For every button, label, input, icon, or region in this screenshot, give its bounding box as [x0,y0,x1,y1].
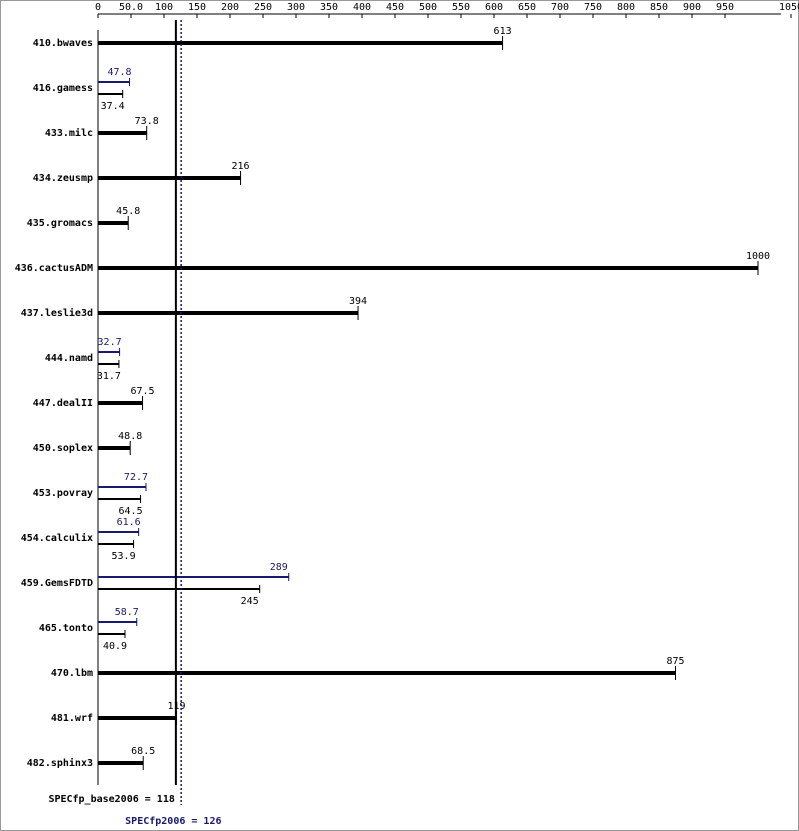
category-label: 444.namd [45,353,93,364]
x-tick-label: 650 [518,2,536,13]
x-tick-label: 500 [419,2,437,13]
category-label: 416.gamess [33,83,93,94]
value-label: 45.8 [116,206,140,217]
x-tick-label: 600 [485,2,503,13]
value-label: 61.6 [117,517,141,528]
bar [98,176,241,180]
bar [98,486,146,488]
bar [98,401,143,405]
value-label: 37.4 [101,101,125,112]
value-label: 32.7 [98,337,122,348]
value-label: 613 [494,26,512,37]
value-label: 40.9 [103,641,127,652]
bar [98,671,676,675]
category-label: 437.leslie3d [21,307,93,319]
bar [98,81,130,83]
bar [98,311,359,315]
category-label: 435.gromacs [27,218,93,229]
bar [98,543,134,545]
value-label: 245 [241,596,259,607]
category-label: 453.povray [33,488,93,499]
value-label: 48.8 [118,431,142,442]
category-label: 433.milc [45,127,93,139]
x-tick-label: 150 [188,2,206,13]
x-tick-label: 900 [683,2,701,13]
bar [98,446,131,450]
bar [98,221,129,225]
category-label: 482.sphinx3 [27,757,93,769]
x-tick-label: 950 [716,2,734,13]
x-tick-label: 400 [353,2,371,13]
value-label: 216 [232,161,250,172]
category-label: 436.cactusADM [15,263,93,274]
x-tick-label: 250 [254,2,272,13]
value-label: 64.5 [119,506,143,517]
bar [98,41,503,45]
bar [98,351,120,353]
bar [98,576,289,578]
category-label: 454.calculix [21,532,93,544]
x-tick-label: 550 [452,2,470,13]
value-label: 67.5 [131,386,155,397]
value-label: 31.7 [97,371,121,382]
bar [98,621,137,623]
x-tick-label: 100 [155,2,173,13]
x-tick-label: 200 [221,2,239,13]
value-label: 58.7 [115,607,139,618]
bar [98,266,758,270]
x-tick-label: 350 [320,2,338,13]
value-label: 53.9 [112,551,136,562]
value-label: 68.5 [131,746,155,757]
reference-label: SPECfp2006 = 126 [125,816,221,827]
reference-label: SPECfp_base2006 = 118 [48,794,174,805]
x-tick-label: 750 [584,2,602,13]
value-label: 73.8 [135,116,159,127]
category-label: 470.lbm [51,668,93,679]
value-label: 394 [349,296,367,307]
category-label: 465.tonto [39,623,93,634]
x-tick-label: 850 [650,2,668,13]
category-label: 459.GemsFDTD [21,578,93,589]
x-tick-label: 300 [287,2,305,13]
bar [98,498,141,500]
x-tick-label: 800 [617,2,635,13]
bar [98,633,125,635]
value-label: 875 [666,656,684,667]
bar [98,531,139,533]
value-label: 47.8 [108,67,132,78]
x-tick-label: 0 [95,2,101,13]
x-tick-label: 450 [386,2,404,13]
bar [98,363,119,365]
bar [98,131,147,135]
bar [98,761,144,765]
value-label: 72.7 [124,472,148,483]
category-label: 481.wrf [51,713,93,724]
x-tick-label: 700 [551,2,569,13]
bar [98,93,123,95]
x-tick-label: 1050 [779,2,799,13]
value-label: 1000 [746,251,770,262]
category-label: 410.bwaves [33,38,93,49]
x-tick-label: 50.0 [119,2,143,13]
bar [98,716,177,720]
value-label: 289 [270,562,288,573]
category-label: 450.soplex [33,443,93,454]
bar [98,588,260,590]
category-label: 447.dealII [33,398,93,409]
category-label: 434.zeusmp [33,173,93,184]
